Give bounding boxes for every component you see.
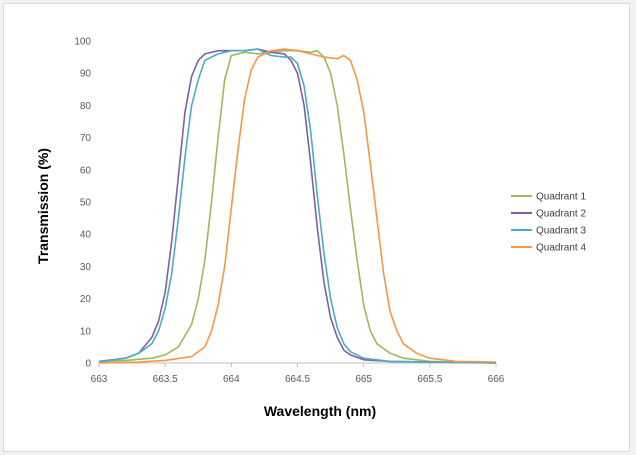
plot-area: 0 10 20 30 40 50 60 70 80 90 100 663 663.5 664 664.5 66…: [74, 37, 504, 386]
x-axis-title: Wavelength (nm): [264, 403, 376, 419]
y-tick-label: 60: [80, 165, 92, 176]
legend-label: Quadrant 3: [536, 226, 586, 237]
x-tick-label: 664.5: [285, 374, 310, 385]
x-tick-label: 664: [223, 374, 240, 385]
x-tick-label: 665: [355, 374, 372, 385]
y-tick-label: 70: [80, 133, 92, 144]
y-tick-label: 20: [80, 294, 92, 305]
y-tick-label: 40: [80, 230, 92, 241]
legend-label: Quadrant 4: [536, 243, 586, 254]
x-tick-label: 663: [91, 374, 108, 385]
legend-label: Quadrant 2: [536, 209, 586, 220]
x-tick-label: 665.5: [417, 374, 442, 385]
legend: Quadrant 1 Quadrant 2 Quadrant 3 Quadrant 4: [511, 192, 586, 254]
series-line-quadrant-1: [98, 49, 497, 364]
y-axis-title: Transmission (%): [35, 148, 51, 264]
y-tick-label: 0: [85, 359, 91, 370]
y-tick-label: 90: [80, 69, 92, 80]
legend-label: Quadrant 1: [536, 192, 586, 203]
y-tick-label: 80: [80, 101, 92, 112]
transmission-chart: 0 10 20 30 40 50 60 70 80 90 100 663 663.5 664 664.5 66…: [35, 37, 586, 420]
series-line-quadrant-3: [98, 48, 497, 364]
y-tick-label: 50: [80, 198, 92, 209]
series-line-quadrant-2: [98, 48, 497, 364]
y-tick-label: 30: [80, 262, 92, 273]
series-line-quadrant-4: [98, 48, 497, 364]
y-tick-label: 100: [74, 37, 91, 48]
chart-frame: 0 10 20 30 40 50 60 70 80 90 100 663 663.5 664 664.5 66…: [3, 3, 630, 452]
x-tick-label: 663.5: [153, 374, 178, 385]
y-tick-label: 10: [80, 326, 92, 337]
x-tick-label: 666: [488, 374, 505, 385]
